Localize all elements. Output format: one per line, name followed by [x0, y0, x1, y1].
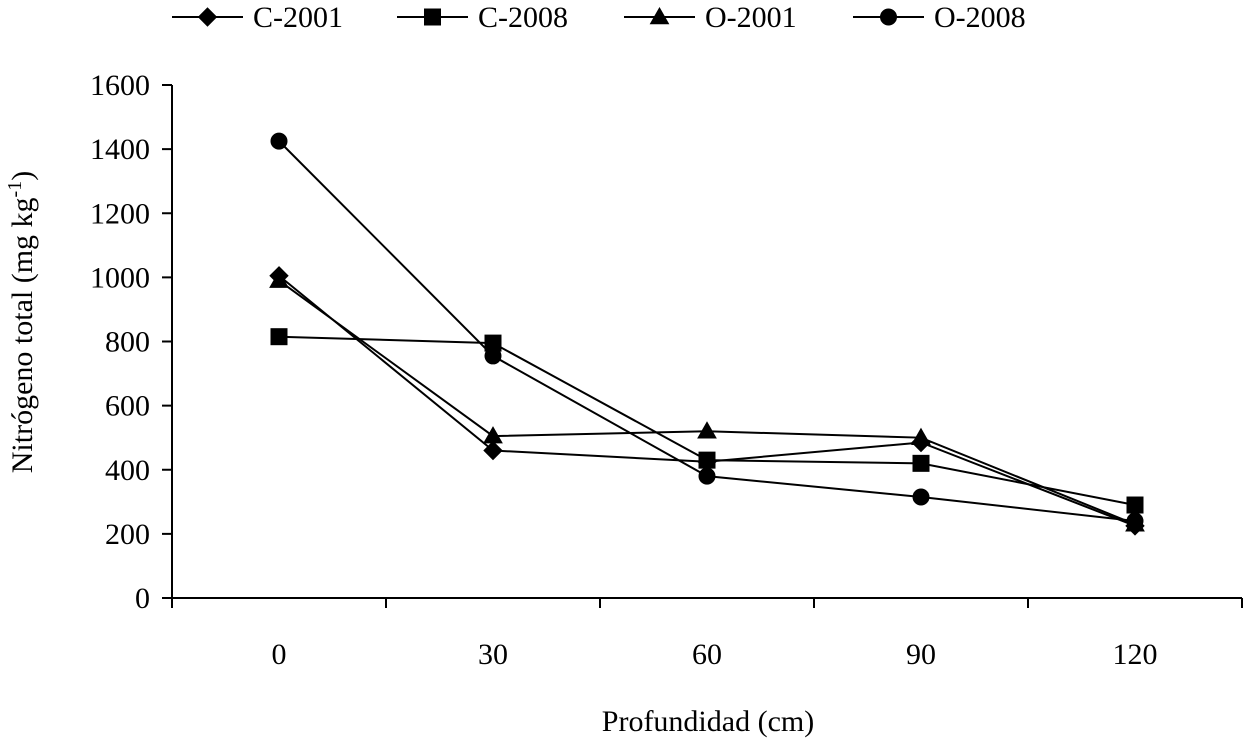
legend-label: C-2001 [253, 1, 343, 34]
series-layer [269, 132, 1145, 536]
data-point [483, 426, 503, 444]
series-O-2001 [269, 270, 1145, 532]
legend-item: O-2001 [624, 1, 797, 34]
legend-item: C-2008 [397, 1, 568, 34]
data-point [912, 454, 930, 472]
series-C-2001 [269, 266, 1145, 536]
legend-label: C-2008 [478, 1, 568, 34]
data-point [698, 467, 716, 485]
x-ticks: 0 30 60 90 120 [171, 598, 1243, 671]
data-point [483, 440, 503, 461]
data-point [1126, 512, 1144, 530]
data-point [697, 421, 717, 439]
y-tick-label: 1200 [90, 197, 150, 230]
y-tick-label: 0 [135, 582, 150, 615]
data-point [269, 270, 289, 288]
legend-item: O-2008 [853, 1, 1026, 34]
y-tick-label: 800 [105, 326, 150, 359]
legend-marker [197, 7, 218, 27]
y-tick-label: 400 [105, 454, 150, 487]
y-tick-label: 200 [105, 518, 150, 551]
y-axis-label-main: Nitrógeno total (mg kg [6, 197, 39, 473]
y-axis-label: Nitrógeno total (mg kg-1) [4, 171, 39, 473]
series-C-2008 [270, 328, 1144, 514]
x-tick-label: 120 [1113, 638, 1158, 671]
legend-marker [880, 8, 897, 26]
data-point [270, 132, 288, 150]
x-tick-label: 30 [478, 638, 508, 671]
legend-marker [649, 6, 670, 25]
data-point [698, 451, 716, 469]
data-point [911, 427, 931, 445]
series-O-2008 [270, 132, 1144, 530]
legend: C-2001 C-2008 O-2001 O-2008 [172, 1, 1026, 34]
data-point [912, 488, 930, 506]
data-point [484, 347, 502, 365]
x-tick-label: 60 [692, 638, 722, 671]
legend-marker [424, 8, 441, 26]
y-tick-label: 1000 [90, 261, 150, 294]
data-point [1126, 496, 1144, 514]
x-tick-label: 0 [272, 638, 287, 671]
y-tick-label: 1400 [90, 133, 150, 166]
y-axis-label-superscript: -1 [4, 181, 26, 198]
series-line [278, 274, 1136, 527]
axes [171, 85, 1242, 599]
y-ticks: 0 200 400 600 800 1000 1200 1400 1600 [90, 69, 172, 615]
legend-label: O-2001 [705, 1, 797, 34]
x-tick-label: 90 [906, 638, 936, 671]
data-point [270, 328, 288, 346]
legend-label: O-2008 [934, 1, 1026, 34]
y-tick-label: 1600 [90, 69, 150, 102]
x-axis-label: Profundidad (cm) [602, 705, 814, 738]
y-tick-label: 600 [105, 390, 150, 423]
legend-item: C-2001 [172, 1, 343, 34]
series-line [278, 279, 1136, 526]
y-axis-label-close: ) [6, 171, 39, 181]
